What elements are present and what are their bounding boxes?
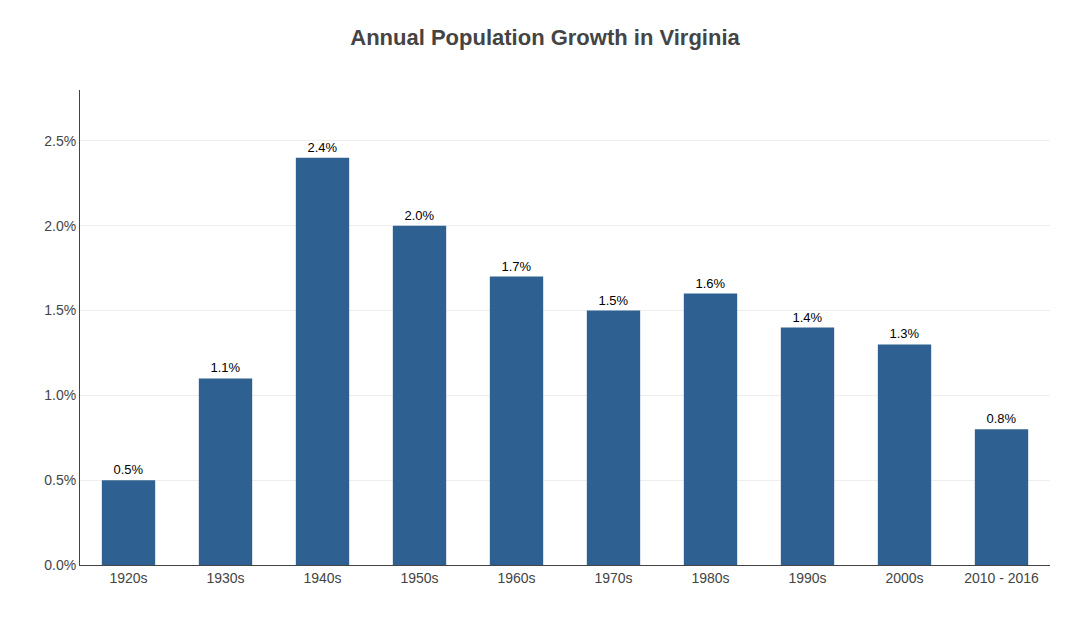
svg-text:1.0%: 1.0% [44, 387, 76, 403]
svg-text:2.4%: 2.4% [307, 140, 337, 155]
svg-text:2.5%: 2.5% [44, 133, 76, 149]
svg-text:1.7%: 1.7% [501, 259, 531, 274]
svg-text:0.8%: 0.8% [986, 411, 1016, 426]
svg-text:Annual Population Growth in Vi: Annual Population Growth in Virginia [350, 25, 740, 50]
svg-text:2.0%: 2.0% [404, 208, 434, 223]
svg-text:2000s: 2000s [885, 570, 923, 586]
svg-text:1970s: 1970s [594, 570, 632, 586]
svg-text:1990s: 1990s [788, 570, 826, 586]
svg-text:1.5%: 1.5% [598, 293, 628, 308]
svg-text:1950s: 1950s [400, 570, 438, 586]
svg-text:2010 - 2016: 2010 - 2016 [964, 570, 1039, 586]
svg-text:0.5%: 0.5% [44, 472, 76, 488]
svg-text:1940s: 1940s [303, 570, 341, 586]
svg-text:1960s: 1960s [497, 570, 535, 586]
svg-text:0.5%: 0.5% [113, 462, 143, 477]
svg-text:1.1%: 1.1% [210, 360, 240, 375]
svg-text:0.0%: 0.0% [44, 557, 76, 573]
svg-text:1.6%: 1.6% [695, 276, 725, 291]
svg-text:2.0%: 2.0% [44, 218, 76, 234]
svg-text:1920s: 1920s [109, 570, 147, 586]
svg-text:1980s: 1980s [691, 570, 729, 586]
svg-text:1.5%: 1.5% [44, 302, 76, 318]
svg-text:1930s: 1930s [206, 570, 244, 586]
svg-text:1.4%: 1.4% [792, 310, 822, 325]
svg-text:1.3%: 1.3% [889, 326, 919, 341]
